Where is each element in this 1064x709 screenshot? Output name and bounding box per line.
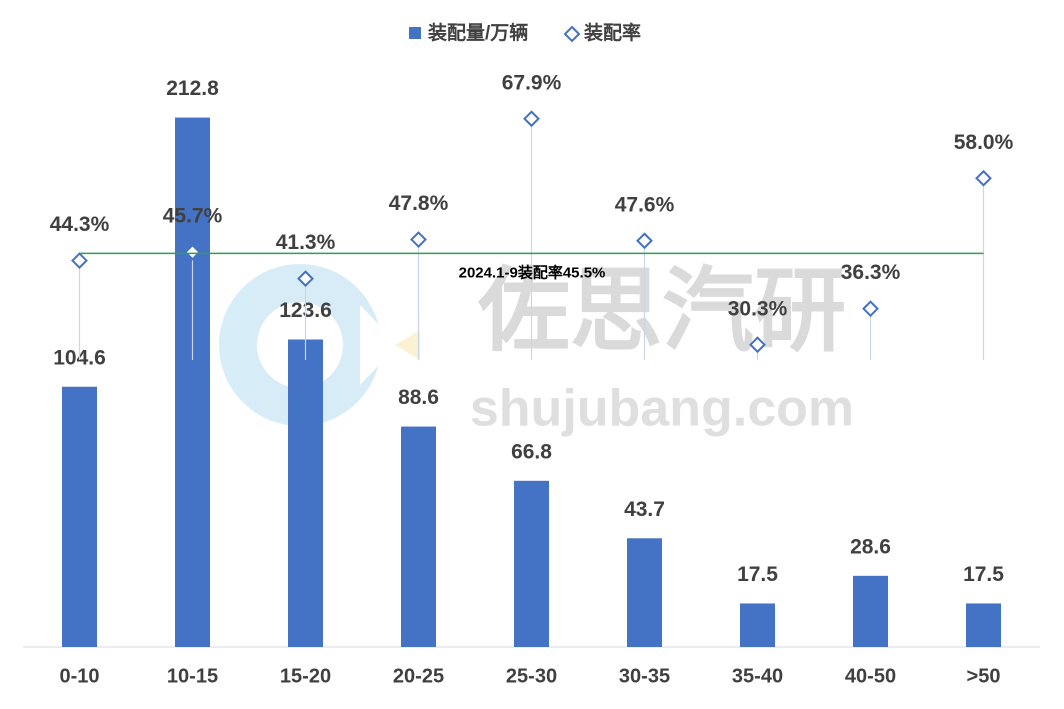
watermark-logo-cut	[360, 305, 398, 385]
bar	[514, 480, 549, 647]
rate-marker	[636, 232, 653, 250]
bar	[62, 386, 97, 647]
legend-label: 装配率	[583, 21, 641, 44]
rate-value-label: 47.6%	[615, 193, 675, 216]
bar-value-label: 212.8	[166, 77, 219, 100]
legend-swatch	[409, 27, 421, 39]
watermark: 佐思汽研 shujubang.com	[219, 260, 854, 438]
bar	[175, 117, 210, 648]
watermark-logo-accent	[395, 330, 420, 360]
x-tick-label: >50	[967, 665, 1001, 687]
x-tick-label: 0-10	[59, 665, 99, 687]
rate-marker	[297, 270, 314, 288]
rate-marker	[71, 252, 88, 269]
rate-value-label: 45.7%	[163, 205, 223, 228]
x-tick-label: 20-25	[393, 665, 444, 687]
rate-value-label: 36.3%	[841, 261, 901, 284]
bar-value-label: 88.6	[398, 386, 439, 409]
rate-marker	[410, 231, 427, 248]
rate-value-label: 67.9%	[502, 71, 562, 94]
rate-value-label: 41.3%	[276, 231, 336, 254]
rate-value-label: 44.3%	[50, 213, 110, 236]
bar	[853, 575, 888, 647]
bar	[288, 339, 323, 647]
bar-value-label: 28.6	[850, 535, 891, 558]
x-tick-label: 10-15	[167, 665, 218, 687]
bar-value-label: 66.8	[511, 440, 552, 463]
rate-marker	[523, 110, 540, 128]
bar-value-label: 43.7	[624, 498, 665, 521]
bar	[966, 603, 1001, 647]
reference-label: 2024.1-9装配率45.5%	[459, 263, 606, 281]
x-tick-label: 30-35	[619, 665, 670, 687]
legend-swatch	[563, 25, 581, 43]
rate-marker	[184, 243, 201, 261]
bar	[740, 603, 775, 647]
watermark-title: 佐思汽研	[477, 260, 846, 362]
rate-marker	[862, 300, 879, 318]
rate-marker	[975, 169, 992, 187]
x-tick-label: 15-20	[280, 665, 331, 687]
bar-value-label: 17.5	[737, 563, 778, 586]
rate-value-label: 47.8%	[389, 192, 449, 215]
watermark-site: shujubang.com	[470, 380, 854, 438]
legend: 装配量/万辆 装配率	[409, 21, 641, 44]
bar-value-label: 17.5	[963, 563, 1004, 586]
rate-value-label: 58.0%	[954, 131, 1014, 154]
legend-label: 装配量/万辆	[427, 21, 528, 44]
bar	[401, 426, 436, 647]
bar	[627, 538, 662, 647]
rate-value-label: 30.3%	[728, 297, 788, 320]
x-tick-label: 35-40	[732, 665, 783, 687]
x-tick-label: 25-30	[506, 665, 557, 687]
x-tick-label: 40-50	[845, 665, 896, 687]
rate-marker	[749, 336, 766, 354]
